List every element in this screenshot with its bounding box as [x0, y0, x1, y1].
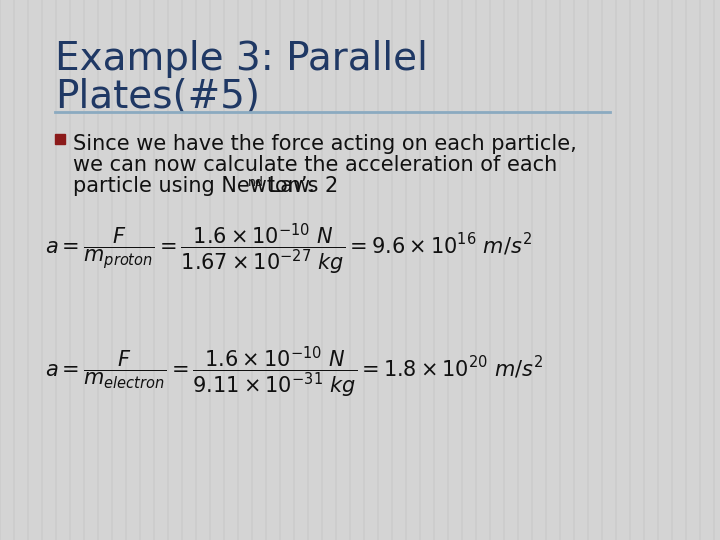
- Text: $a = \dfrac{F}{m_{\mathit{electron}}} = \dfrac{1.6\times10^{-10}\ N}{9.11\times1: $a = \dfrac{F}{m_{\mathit{electron}}} = …: [45, 345, 544, 400]
- Text: we can now calculate the acceleration of each: we can now calculate the acceleration of…: [73, 155, 557, 175]
- Text: nd: nd: [248, 176, 264, 189]
- Text: particle using Newton’s 2: particle using Newton’s 2: [73, 176, 338, 196]
- Text: Law.: Law.: [262, 176, 315, 196]
- Text: $a = \dfrac{F}{m_{\mathit{proton}}} = \dfrac{1.6\times10^{-10}\ N}{1.67\times10^: $a = \dfrac{F}{m_{\mathit{proton}}} = \d…: [45, 222, 532, 278]
- Text: Since we have the force acting on each particle,: Since we have the force acting on each p…: [73, 134, 577, 154]
- Text: Example 3: Parallel: Example 3: Parallel: [55, 40, 428, 78]
- Text: Plates(#5): Plates(#5): [55, 78, 260, 116]
- Bar: [55, 134, 65, 144]
